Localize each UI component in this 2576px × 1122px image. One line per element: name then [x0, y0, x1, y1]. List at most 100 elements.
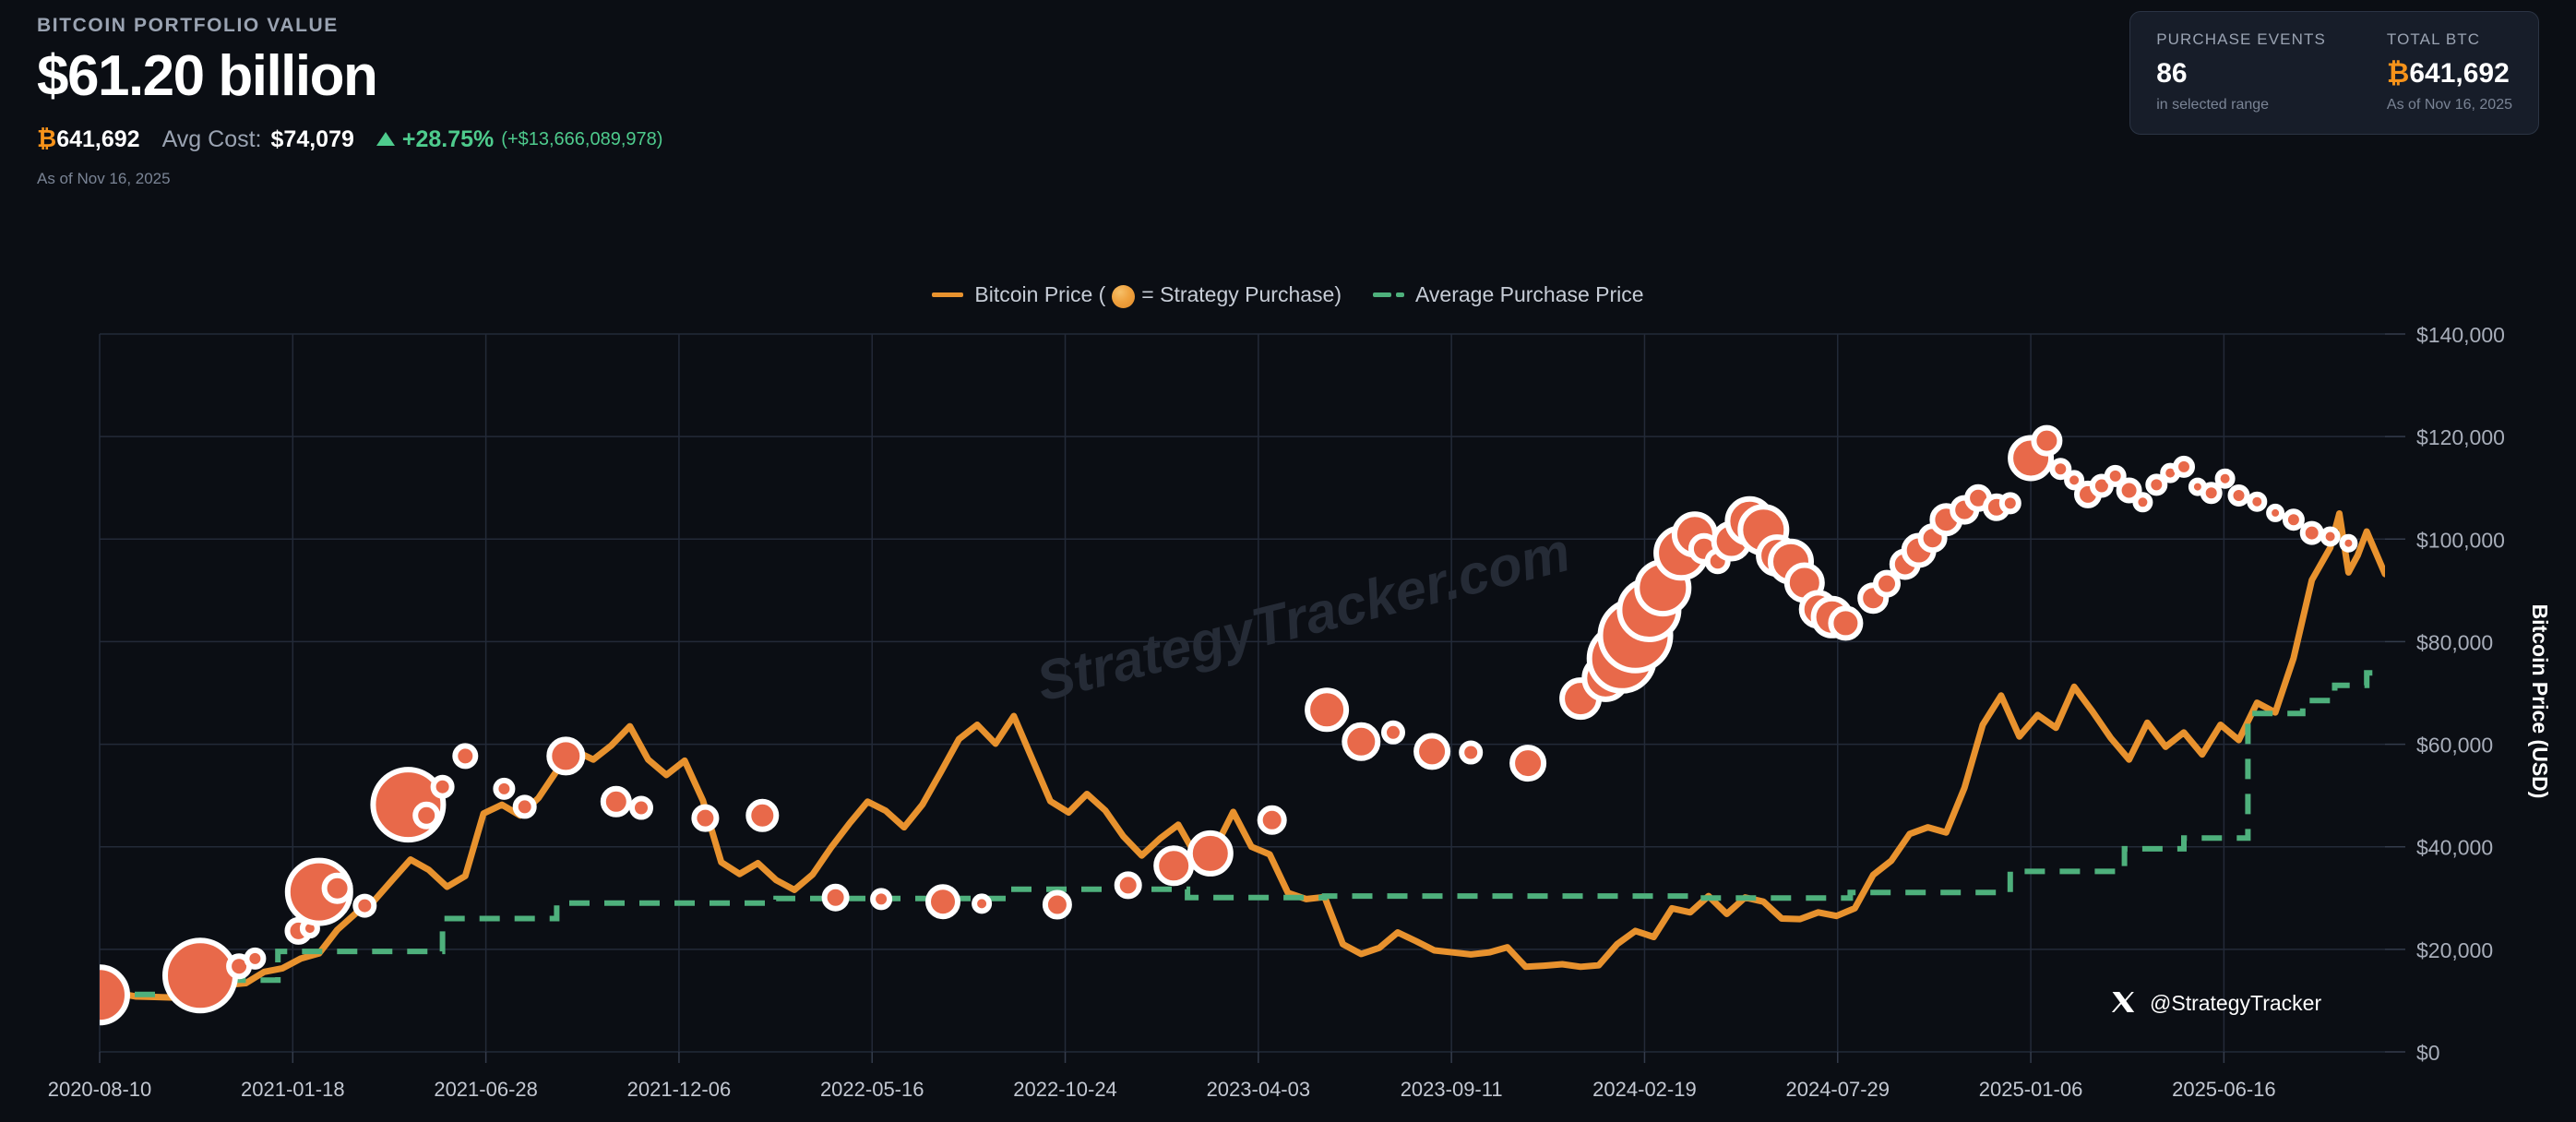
purchase-bubble[interactable]	[1828, 605, 1864, 641]
purchase-bubble[interactable]	[870, 888, 893, 911]
purchase-bubble[interactable]	[2145, 473, 2168, 496]
purchase-bubble[interactable]	[2214, 468, 2236, 489]
purchase-bubble[interactable]	[691, 804, 720, 832]
chart-data-layer	[72, 424, 2385, 1026]
btc-holdings-value: 641,692	[56, 126, 140, 153]
purchase-bubble[interactable]	[600, 785, 632, 818]
y-axis-tick-label: $140,000	[2416, 323, 2505, 347]
y-axis-tick-label: $80,000	[2416, 630, 2493, 654]
purchase-bubble[interactable]	[2116, 477, 2142, 504]
btc-holdings: ₿641,692	[37, 125, 140, 153]
purchase-bubble[interactable]	[1187, 830, 1234, 877]
purchase-bubble[interactable]	[1305, 687, 1350, 733]
purchase-bubble[interactable]	[972, 893, 993, 914]
purchase-bubble[interactable]	[1257, 805, 1287, 835]
purchase-bubble[interactable]	[412, 801, 441, 830]
purchase-bubble[interactable]	[2227, 484, 2250, 507]
purchase-bubble[interactable]	[1342, 722, 1381, 761]
header-metrics-row: ₿641,692 Avg Cost: $74,079 +28.75% (+$13…	[37, 125, 662, 153]
purchase-bubble[interactable]	[72, 964, 130, 1026]
total-btc-value: 641,692	[2409, 58, 2510, 89]
chart-legend: Bitcoin Price ( = Strategy Purchase) Ave…	[0, 282, 2576, 308]
purchase-bubble[interactable]	[162, 937, 238, 1014]
purchase-bubble[interactable]	[2104, 464, 2127, 487]
y-axis-title: Bitcoin Price (USD)	[2528, 604, 2552, 799]
purchase-bubble[interactable]	[2266, 503, 2285, 522]
header-as-of: As of Nov 16, 2025	[37, 170, 171, 188]
y-axis-tick-label: $100,000	[2416, 528, 2505, 552]
purchase-bubble[interactable]	[2247, 491, 2268, 512]
purchase-bubble[interactable]	[2173, 455, 2195, 478]
purchase-bubble[interactable]	[452, 743, 479, 770]
x-axis-tick-label: 2025-06-16	[2172, 1078, 2276, 1101]
x-axis-tick-label: 2022-05-16	[820, 1078, 924, 1101]
purchase-bubble[interactable]	[1873, 569, 1901, 598]
purchase-bubble[interactable]	[629, 795, 653, 820]
purchase-bubble[interactable]	[2339, 533, 2358, 553]
purchase-bubble-icon	[1112, 285, 1136, 308]
purchase-bubble[interactable]	[430, 774, 455, 799]
gain-percent: +28.75%	[401, 126, 495, 153]
y-axis-tick-label: $0	[2416, 1041, 2440, 1065]
purchase-bubble[interactable]	[512, 794, 537, 819]
social-handle[interactable]: @StrategyTracker	[2150, 991, 2321, 1015]
purchase-bubble[interactable]	[2064, 470, 2085, 491]
watermark-text: StrategyTracker.com	[1031, 520, 1576, 712]
legend-item-price[interactable]: Bitcoin Price ( = Strategy Purchase)	[932, 282, 1342, 308]
legend-dash-swatch	[1372, 292, 1404, 297]
purchase-bubble[interactable]	[1509, 745, 1547, 782]
purchase-bubble[interactable]	[1042, 889, 1072, 920]
legend-dash-a	[1372, 292, 1391, 297]
triangle-up-icon	[376, 132, 395, 147]
purchase-bubble[interactable]	[925, 884, 960, 920]
chart-watermark: StrategyTracker.com	[1031, 520, 1576, 712]
chart-gridlines	[99, 333, 2405, 1063]
total-btc-sub: As of Nov 16, 2025	[2386, 97, 2512, 113]
legend-dash-b	[1395, 292, 1404, 297]
purchase-events-sub: in selected range	[2156, 97, 2270, 113]
purchase-bubble[interactable]	[2031, 424, 2063, 457]
avg-cost-label: Avg Cost:	[161, 126, 262, 153]
purchase-bubble[interactable]	[2299, 520, 2324, 545]
x-axis-tick-label: 2023-09-11	[1401, 1078, 1503, 1101]
legend-price-label-a: Bitcoin Price (	[974, 282, 1106, 306]
legend-price-text: Bitcoin Price ( = Strategy Purchase)	[974, 282, 1342, 308]
legend-item-avg-price[interactable]: Average Purchase Price	[1372, 282, 1644, 307]
avg-purchase-price-line	[100, 670, 2385, 997]
x-axis-tick-label: 2020-08-10	[48, 1078, 152, 1101]
purchase-bubble[interactable]	[1998, 492, 2021, 515]
purchase-bubble[interactable]	[2320, 526, 2341, 547]
purchase-bubble[interactable]	[1381, 720, 1405, 745]
portfolio-header: BITCOIN PORTFOLIO VALUE $61.20 billion ₿…	[37, 15, 662, 188]
purchase-bubble[interactable]	[821, 883, 850, 912]
y-axis-tick-label: $60,000	[2416, 734, 2493, 758]
purchase-bubble[interactable]	[2200, 482, 2223, 505]
x-logo-icon[interactable]	[2111, 992, 2135, 1013]
y-axis-tick-label: $20,000	[2416, 938, 2493, 962]
purchase-bubble[interactable]	[244, 947, 267, 970]
avg-cost-value: $74,079	[270, 126, 354, 153]
x-axis-tick-label: 2023-04-03	[1207, 1078, 1311, 1101]
summary-stats-card: PURCHASE EVENTS 86 in selected range TOT…	[2129, 11, 2539, 135]
legend-avg-label: Average Purchase Price	[1414, 282, 1644, 306]
purchase-bubble[interactable]	[2132, 492, 2153, 513]
purchase-bubble[interactable]	[745, 798, 780, 832]
x-axis-tick-label: 2024-02-19	[1592, 1078, 1697, 1101]
purchase-bubble[interactable]	[493, 777, 516, 800]
page-eyebrow: BITCOIN PORTFOLIO VALUE	[37, 15, 339, 36]
page-title: $61.20 billion	[37, 44, 378, 108]
purchase-bubble[interactable]	[546, 736, 586, 776]
purchase-bubble[interactable]	[1413, 733, 1451, 770]
purchase-bubble[interactable]	[1153, 845, 1195, 887]
chart-social-attribution: @StrategyTracker	[2111, 991, 2321, 1015]
x-axis-tick-label: 2021-01-18	[241, 1078, 345, 1101]
purchase-bubble[interactable]	[321, 872, 353, 904]
purchase-bubble[interactable]	[352, 893, 377, 918]
purchase-bubble[interactable]	[1114, 871, 1142, 900]
purchase-bubble[interactable]	[2049, 458, 2072, 481]
bitcoin-symbol-icon: ₿	[2386, 58, 2410, 89]
purchase-bubble[interactable]	[1459, 740, 1484, 765]
purchase-bubble[interactable]	[2282, 508, 2305, 531]
